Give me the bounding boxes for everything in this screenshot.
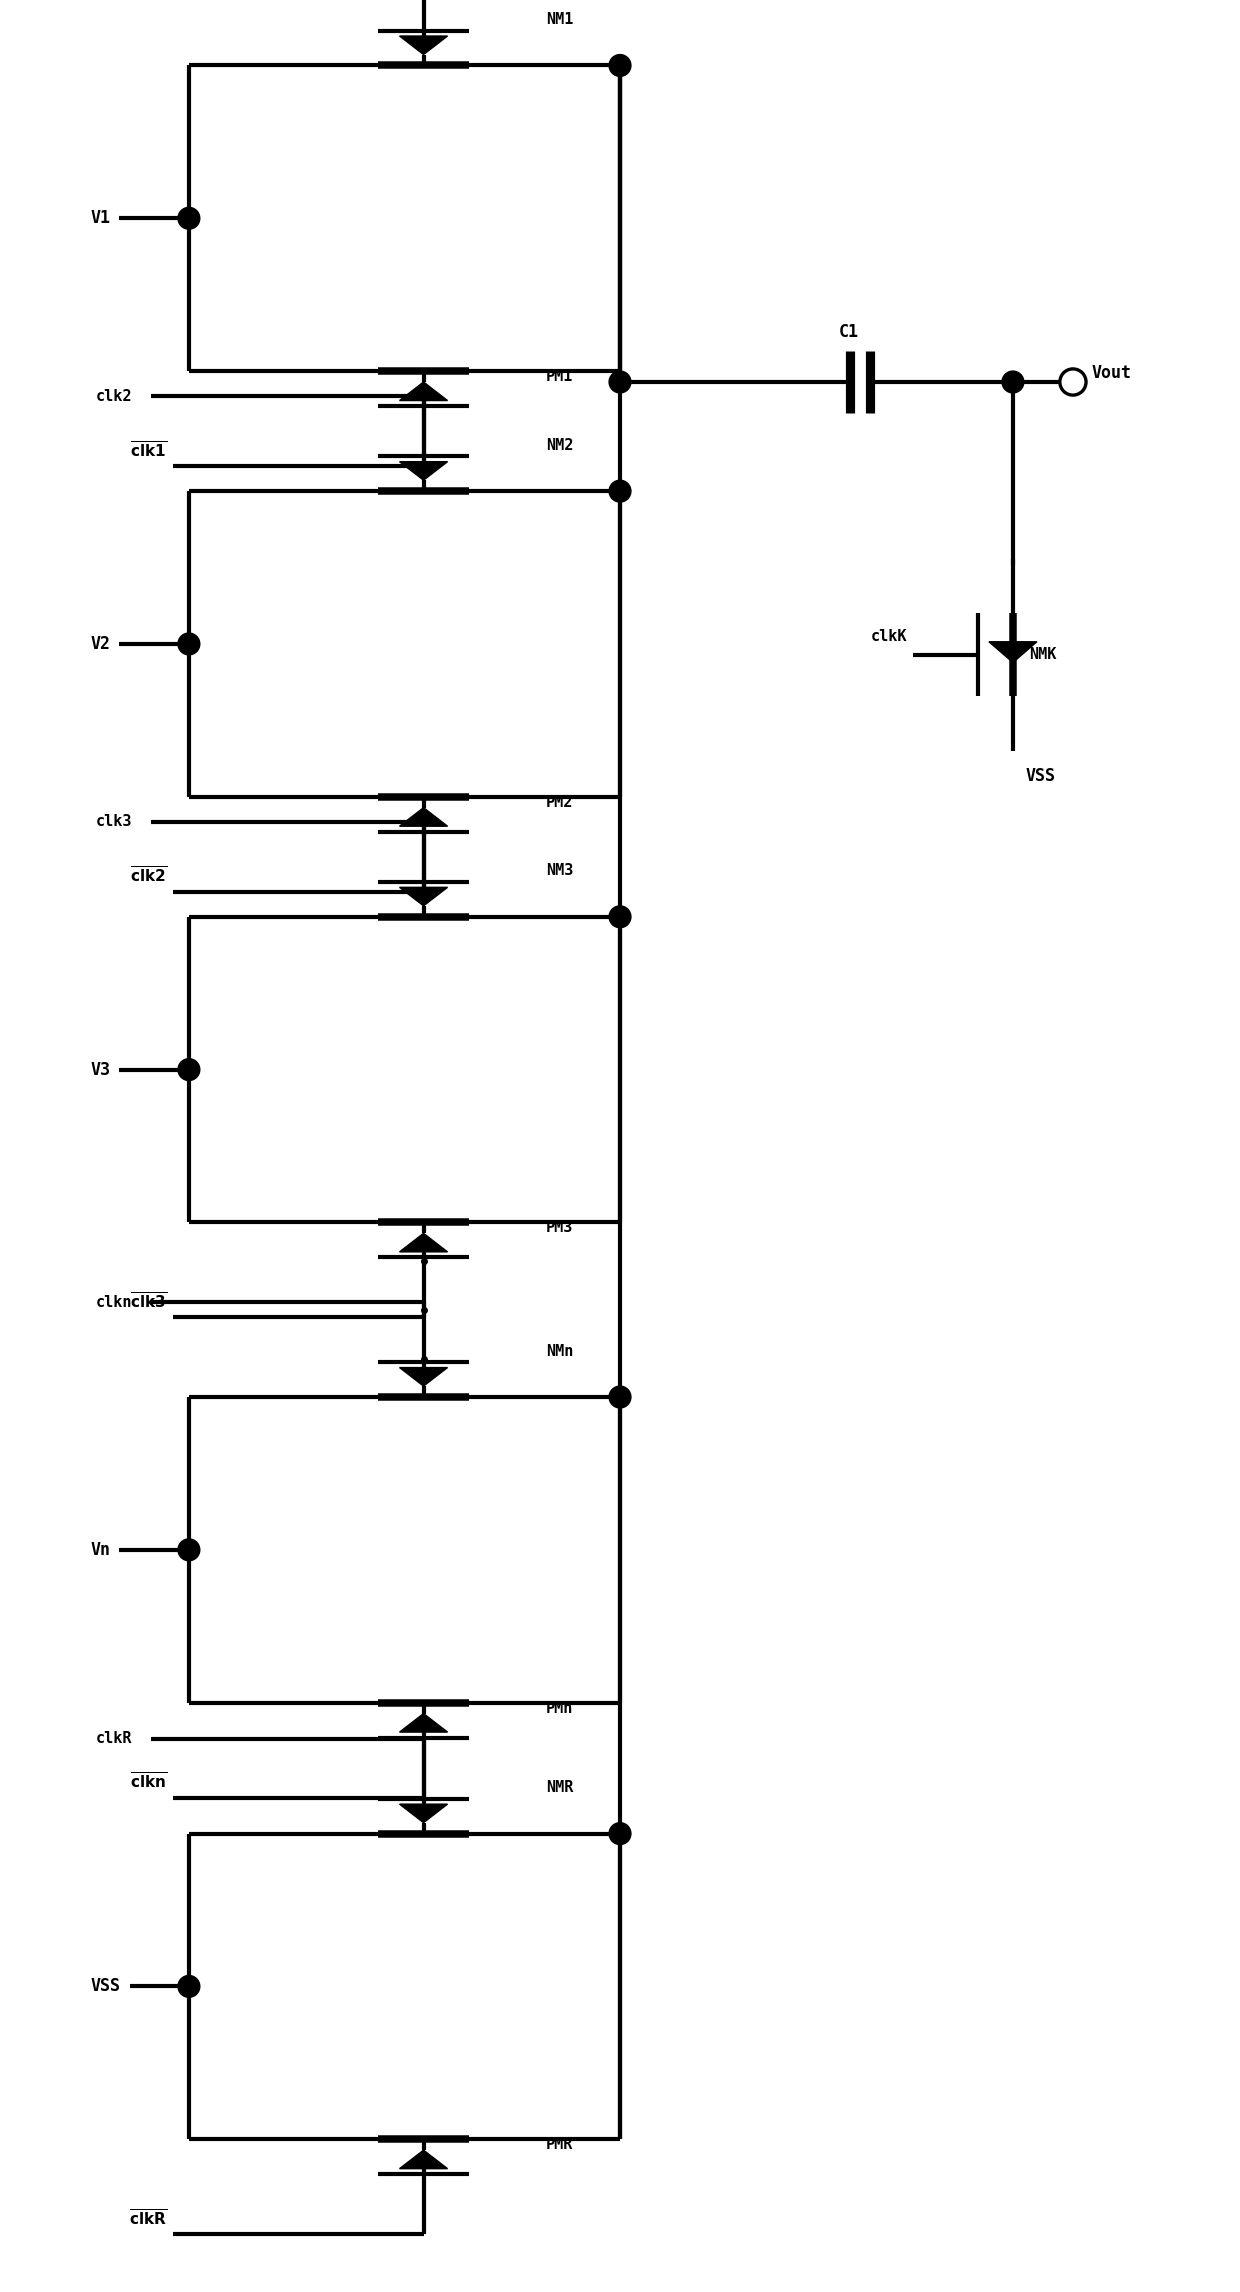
Circle shape bbox=[179, 206, 200, 229]
Text: NM2: NM2 bbox=[546, 438, 573, 454]
Circle shape bbox=[179, 1976, 200, 1996]
Text: Vout: Vout bbox=[1091, 364, 1131, 383]
Polygon shape bbox=[399, 1714, 448, 1733]
Circle shape bbox=[609, 905, 631, 928]
Circle shape bbox=[1060, 369, 1086, 394]
Circle shape bbox=[179, 1059, 200, 1080]
Text: clk2: clk2 bbox=[97, 390, 133, 403]
Text: NM1: NM1 bbox=[546, 11, 573, 28]
Text: $\overline{\mathbf{clkn}}$: $\overline{\mathbf{clkn}}$ bbox=[130, 1772, 167, 1792]
Text: V2: V2 bbox=[91, 635, 110, 653]
Polygon shape bbox=[399, 2150, 448, 2168]
Circle shape bbox=[609, 481, 631, 502]
Circle shape bbox=[609, 1387, 631, 1407]
Circle shape bbox=[1002, 371, 1024, 392]
Polygon shape bbox=[399, 461, 448, 481]
Polygon shape bbox=[399, 1368, 448, 1387]
Text: V1: V1 bbox=[91, 209, 110, 227]
Text: NMn: NMn bbox=[546, 1343, 573, 1359]
Text: NM3: NM3 bbox=[546, 864, 573, 878]
Text: V3: V3 bbox=[91, 1061, 110, 1080]
Circle shape bbox=[609, 1822, 631, 1845]
Circle shape bbox=[179, 1538, 200, 1561]
Text: PM3: PM3 bbox=[546, 1219, 573, 1235]
Text: $\overline{\mathbf{clk1}}$: $\overline{\mathbf{clk1}}$ bbox=[130, 440, 167, 461]
Polygon shape bbox=[399, 383, 448, 401]
Polygon shape bbox=[399, 1804, 448, 1822]
Circle shape bbox=[609, 55, 631, 76]
Text: PM2: PM2 bbox=[546, 795, 573, 809]
Text: VSS: VSS bbox=[91, 1978, 120, 1996]
Text: $\overline{\mathbf{clkR}}$: $\overline{\mathbf{clkR}}$ bbox=[129, 2209, 167, 2228]
Text: PM1: PM1 bbox=[546, 369, 573, 385]
Text: NMR: NMR bbox=[546, 1781, 573, 1795]
Polygon shape bbox=[990, 642, 1037, 662]
Text: NMK: NMK bbox=[1029, 646, 1056, 662]
Text: VSS: VSS bbox=[1025, 768, 1056, 786]
Text: clk3: clk3 bbox=[97, 814, 133, 830]
Polygon shape bbox=[399, 1233, 448, 1251]
Polygon shape bbox=[399, 887, 448, 905]
Text: $\overline{\mathbf{clk2}}$: $\overline{\mathbf{clk2}}$ bbox=[130, 866, 167, 887]
Text: clkn: clkn bbox=[97, 1295, 133, 1309]
Text: $\overline{\mathbf{clk3}}$: $\overline{\mathbf{clk3}}$ bbox=[130, 1293, 167, 1311]
Text: Vn: Vn bbox=[91, 1540, 110, 1559]
Text: PMR: PMR bbox=[546, 2136, 573, 2152]
Polygon shape bbox=[399, 807, 448, 825]
Text: clkR: clkR bbox=[97, 1730, 133, 1747]
Text: C1: C1 bbox=[839, 323, 859, 342]
Polygon shape bbox=[399, 37, 448, 55]
Circle shape bbox=[179, 633, 200, 656]
Circle shape bbox=[609, 371, 631, 392]
Text: clkK: clkK bbox=[870, 628, 906, 644]
Text: PMn: PMn bbox=[546, 1701, 573, 1717]
